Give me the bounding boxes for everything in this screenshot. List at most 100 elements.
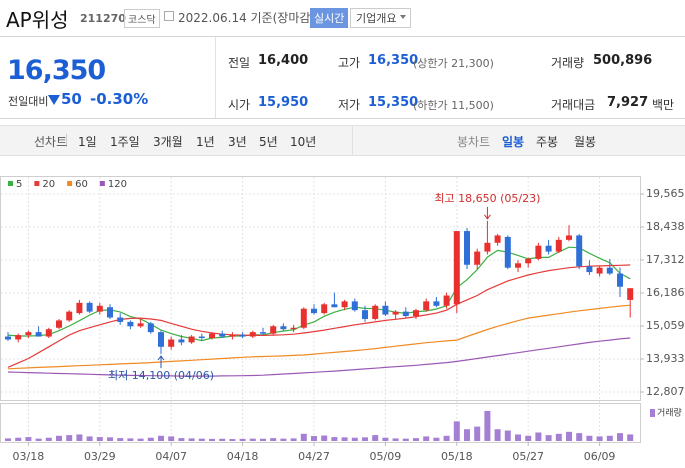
candle-body xyxy=(617,273,623,287)
volume-bar xyxy=(35,438,42,441)
candle-body xyxy=(351,301,358,311)
candle-body xyxy=(494,235,501,243)
candle-body xyxy=(66,311,73,321)
tab: 선차트 xyxy=(34,135,68,149)
volume-bar xyxy=(249,438,256,441)
x-tick-label: 04/07 xyxy=(155,450,187,463)
candle-body xyxy=(229,335,236,337)
candle-body xyxy=(443,295,450,306)
tab[interactable]: 10년 xyxy=(290,135,317,149)
tab[interactable]: 3개월 xyxy=(153,135,183,149)
volume-bar xyxy=(464,429,470,441)
tab[interactable]: 1주일 xyxy=(110,135,140,149)
candle-body xyxy=(423,301,430,311)
candle-body xyxy=(453,231,460,305)
volume-bar xyxy=(402,438,409,441)
tab[interactable]: 1일 xyxy=(78,135,97,149)
realtime-button[interactable]: 실시간 xyxy=(310,8,349,28)
volume-bar xyxy=(515,434,521,441)
change-label: 전일대비 xyxy=(8,95,49,108)
candle-body xyxy=(300,308,307,328)
change-value: 50 xyxy=(61,90,82,108)
candle-body xyxy=(555,239,562,252)
annotation-arrowhead xyxy=(157,355,165,361)
candle-body xyxy=(392,311,399,315)
stock-name: AP위성 xyxy=(6,8,69,32)
volume-bar xyxy=(596,436,603,441)
down-arrow xyxy=(48,95,60,105)
volume-bar xyxy=(372,435,379,441)
y-tick-label: 15,059 xyxy=(646,319,685,332)
volume-bar xyxy=(566,431,572,441)
volume-bar xyxy=(555,433,562,441)
volume-bar xyxy=(382,437,389,441)
candle-body xyxy=(504,236,511,268)
volume-bar xyxy=(617,433,623,441)
x-tick-label: 03/29 xyxy=(84,450,116,463)
stat-value: 16,350 xyxy=(368,53,419,68)
candle-body xyxy=(341,301,348,308)
volume-bar xyxy=(290,438,297,441)
volume-bar xyxy=(178,438,185,441)
stat-note: (상한가 21,300) xyxy=(413,57,494,70)
divider xyxy=(66,134,67,147)
volume-bar xyxy=(474,426,481,441)
candle-body xyxy=(137,323,144,327)
stat-label: 시가 xyxy=(228,98,251,112)
y-tick-label: 12,807 xyxy=(646,385,685,398)
tab[interactable]: 주봉 xyxy=(536,135,559,149)
volume-bar xyxy=(107,437,113,441)
volume-bar xyxy=(198,438,205,441)
candle-body xyxy=(260,332,266,334)
legend-swatch xyxy=(67,181,73,186)
volume-bar xyxy=(453,421,460,441)
legend-label: 60 xyxy=(75,179,88,190)
tab[interactable]: 5년 xyxy=(259,135,278,149)
market-badge: 코스닥 xyxy=(124,9,160,28)
annotation-label: 최저 14,100 (04/06) xyxy=(108,369,214,382)
stat-note: (하한가 11,500) xyxy=(413,99,494,112)
volume-bar xyxy=(494,429,501,441)
candle-body xyxy=(290,327,297,330)
volume-bar xyxy=(331,437,338,441)
volume-bar xyxy=(219,438,226,441)
volume-bar xyxy=(188,438,195,441)
volume-bar xyxy=(66,435,73,441)
volume-bar xyxy=(545,435,552,441)
candle-body xyxy=(627,288,634,300)
x-tick-label: 04/18 xyxy=(227,450,259,463)
candle-body xyxy=(311,308,317,314)
volume-bar xyxy=(606,435,613,441)
candle-body xyxy=(596,267,603,274)
candle-body xyxy=(117,317,124,322)
volume-bar xyxy=(5,438,11,441)
candle-body xyxy=(321,304,328,314)
candle-body xyxy=(168,339,175,347)
tab[interactable]: 1년 xyxy=(196,135,215,149)
ma-line xyxy=(7,246,631,342)
candle-body xyxy=(372,305,379,319)
volume-bar xyxy=(270,438,277,441)
candle-body xyxy=(249,332,256,337)
stat-label: 거래량 xyxy=(551,56,585,70)
candle-body xyxy=(413,310,419,317)
stat-unit: 백만 xyxy=(652,98,675,112)
divider xyxy=(215,37,216,118)
candle-body xyxy=(484,242,491,252)
candle-body xyxy=(402,311,409,317)
overview-text: 기업개요 xyxy=(356,12,397,25)
y-tick-label: 19,565 xyxy=(646,187,685,200)
divider xyxy=(0,36,685,37)
candle-body xyxy=(433,301,440,306)
tab[interactable]: 3년 xyxy=(228,135,247,149)
y-tick-label: 17,312 xyxy=(646,253,685,266)
tab[interactable]: 월봉 xyxy=(574,135,597,149)
change-percent: -0.30% xyxy=(90,90,149,108)
tab[interactable]: 일봉 xyxy=(502,135,525,149)
volume-bar xyxy=(280,438,287,441)
volume-bar xyxy=(504,430,511,441)
overview-button[interactable]: 기업개요 xyxy=(350,8,412,28)
ma-line xyxy=(7,337,631,377)
candle-body xyxy=(219,333,226,337)
